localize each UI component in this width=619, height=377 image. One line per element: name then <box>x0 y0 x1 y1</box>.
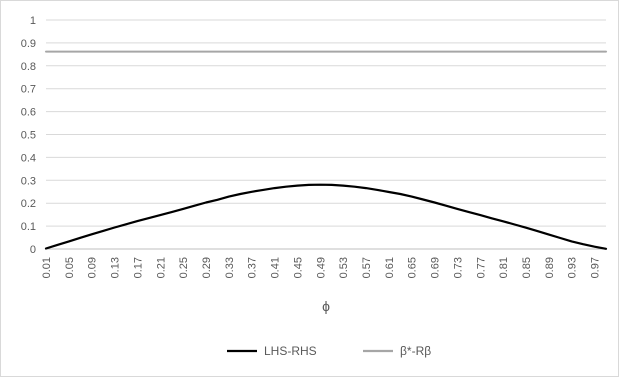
x-tick-label: 0.05 <box>64 257 76 278</box>
x-tick-label: 0.17 <box>132 257 144 278</box>
y-tick-label: 0.2 <box>21 198 36 210</box>
y-tick-label: 1 <box>30 15 36 27</box>
x-tick-label: 0.53 <box>338 257 350 278</box>
y-tick-label: 0.1 <box>21 221 36 233</box>
x-tick-label: 0.85 <box>521 257 533 278</box>
y-tick-label: 0.3 <box>21 175 36 187</box>
y-tick-label: 0 <box>30 244 36 256</box>
series-line-1 <box>44 183 608 250</box>
gridlines <box>46 19 606 250</box>
x-tick-label: 0.21 <box>155 257 167 278</box>
x-tick-label: 0.13 <box>110 257 122 278</box>
series-lines <box>44 50 608 250</box>
x-tick-label: 0.61 <box>384 257 396 278</box>
x-tick-label: 0.93 <box>567 257 579 278</box>
legend: LHS-RHS β*-Rβ <box>227 344 431 358</box>
x-tick-label: 0.25 <box>178 257 190 278</box>
x-tick-label: 0.65 <box>407 257 419 278</box>
x-tick-label: 0.33 <box>224 257 236 278</box>
x-tick-label: 0.81 <box>498 257 510 278</box>
y-axis-tick-labels: 0 0.1 0.2 0.3 0.4 0.5 0.6 0.7 0.8 0.9 1 <box>21 15 36 256</box>
y-tick-label: 0.9 <box>21 38 36 50</box>
x-tick-label: 0.73 <box>452 257 464 278</box>
legend-label: β*-Rβ <box>400 344 431 358</box>
y-tick-label: 0.6 <box>21 107 36 119</box>
x-tick-label: 0.45 <box>292 257 304 278</box>
x-tick-label: 0.49 <box>315 257 327 278</box>
x-tick-label: 0.29 <box>201 257 213 278</box>
x-tick-label: 0.41 <box>270 257 282 278</box>
x-tick-label: 0.97 <box>590 257 602 278</box>
legend-label: LHS-RHS <box>264 344 317 358</box>
x-tick-label: 0.69 <box>430 257 442 278</box>
x-tick-label: 0.77 <box>475 257 487 278</box>
x-tick-label: 0.01 <box>41 257 53 278</box>
x-axis-tick-labels: 0.01 0.05 0.09 0.13 0.17 0.21 0.25 0.29 0.33 0.37… <box>41 257 602 278</box>
y-tick-label: 0.5 <box>21 130 36 142</box>
x-tick-label: 0.37 <box>247 257 259 278</box>
x-tick-label: 0.89 <box>544 257 556 278</box>
x-tick-label: 0.09 <box>87 257 99 278</box>
x-axis-title: ϕ <box>322 298 330 314</box>
y-tick-label: 0.4 <box>21 152 36 164</box>
y-tick-label: 0.8 <box>21 61 36 73</box>
x-tick-label: 0.57 <box>361 257 373 278</box>
y-tick-label: 0.7 <box>21 84 36 96</box>
